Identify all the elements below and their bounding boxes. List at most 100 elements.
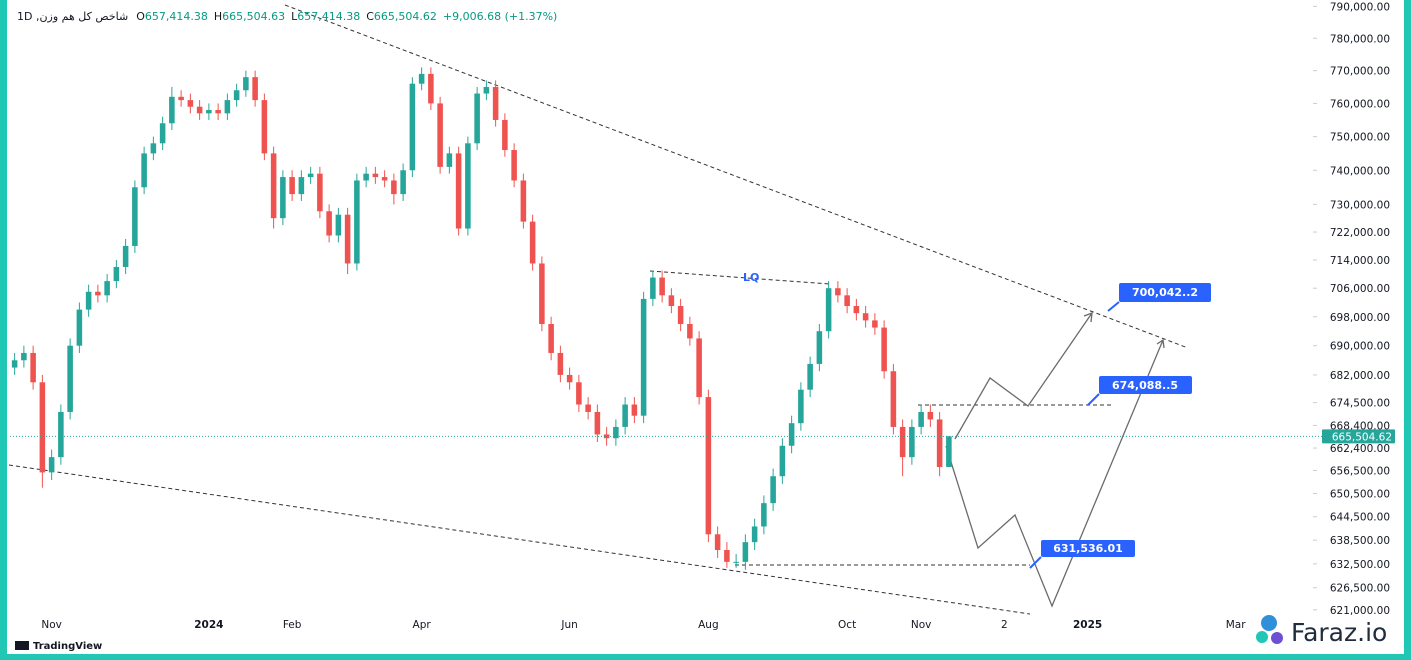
tv-watermark: TradingView <box>33 641 102 652</box>
x-tick-label: Apr <box>413 619 432 631</box>
candle-body <box>344 214 351 264</box>
candle-body <box>779 445 786 477</box>
chart-frame: LQ 700,042..2 674,088..5 631,536.01 شاخص… <box>7 0 1404 654</box>
candle-body <box>95 291 101 296</box>
arrow-head <box>1156 338 1165 349</box>
candle-body <box>317 173 323 212</box>
y-tick-label: 714,000.00 <box>1330 255 1390 267</box>
y-tick-label: 662,400.00 <box>1330 443 1390 455</box>
candle-body <box>918 411 924 427</box>
candle-body <box>307 173 314 178</box>
candle-body <box>492 86 499 120</box>
candle-body <box>354 180 360 264</box>
candle-body <box>21 352 27 361</box>
candle-body <box>233 90 240 101</box>
candle-body <box>603 434 610 439</box>
ohlc-value: 665,504.62 <box>374 10 437 23</box>
candle-body <box>909 426 915 458</box>
y-tick-label: 632,500.00 <box>1330 559 1390 571</box>
candle-body <box>502 119 508 151</box>
candle-body <box>761 503 767 527</box>
ohlc-value: 657,414.38 <box>297 10 360 23</box>
candle-body <box>539 263 545 324</box>
x-tick-label: Aug <box>698 619 719 631</box>
x-tick-label: Feb <box>283 619 302 631</box>
projection-path <box>954 312 1093 440</box>
projection <box>945 312 1165 608</box>
candle-body <box>835 288 841 296</box>
candle-body <box>67 345 73 412</box>
chart: LQ 700,042..2 674,088..5 631,536.01 شاخص… <box>8 1 1395 652</box>
candle-body <box>650 277 656 299</box>
candle-body <box>936 419 943 467</box>
candle-body <box>113 266 120 282</box>
callout-pointer <box>1087 393 1100 406</box>
candle-body <box>85 291 92 310</box>
x-tick-label: 2025 <box>1073 619 1102 631</box>
ohlc-value: 657,414.38 <box>145 10 208 23</box>
y-tick-label: 770,000.00 <box>1330 66 1390 78</box>
candle-body <box>511 150 517 181</box>
candle-body <box>788 423 795 446</box>
candle-body <box>733 561 739 563</box>
candle-body <box>418 73 425 84</box>
candle-body <box>844 295 850 307</box>
y-tick-label: 790,000.00 <box>1330 1 1390 13</box>
x-tick-label: Oct <box>838 619 856 631</box>
lq-label: LQ <box>743 271 759 284</box>
candle-body <box>853 306 860 314</box>
candle-body <box>474 93 480 144</box>
price-label-box <box>1322 429 1395 444</box>
x-tick-label: Jun <box>560 619 577 631</box>
callout-box <box>1099 376 1192 394</box>
candle-body <box>196 106 203 114</box>
candle-body <box>11 360 18 368</box>
candle-body <box>520 180 527 222</box>
candle-body <box>668 295 675 307</box>
y-tick-label: 656,500.00 <box>1330 465 1390 477</box>
arrow-head <box>1083 312 1093 323</box>
candle-body <box>409 83 416 171</box>
callout-label: 674,088..5 <box>1112 379 1178 392</box>
candle-body <box>39 382 46 473</box>
candle-body <box>872 320 878 328</box>
candle-body <box>899 426 906 458</box>
candle-body <box>187 100 194 107</box>
candle-body <box>48 457 55 473</box>
candle-body <box>705 397 712 535</box>
callouts: 700,042..2 674,088..5 631,536.01 <box>1029 283 1211 569</box>
candle-body <box>927 411 934 420</box>
candle-body <box>252 77 258 101</box>
lq-line <box>649 270 831 285</box>
candle-body <box>677 306 684 324</box>
candle-body <box>770 476 776 504</box>
y-tick-label: 644,500.00 <box>1330 512 1390 524</box>
y-tick-label: 690,000.00 <box>1330 341 1390 353</box>
candle-body <box>280 177 286 219</box>
candle-body <box>141 153 147 188</box>
candle-body <box>381 177 388 181</box>
candle-body <box>446 153 453 167</box>
candle-body <box>363 173 369 181</box>
ohlc-key: L <box>291 10 298 23</box>
candle-body <box>58 411 64 458</box>
candle-body <box>585 404 591 412</box>
candle-body <box>104 281 110 296</box>
symbol: شاخص کل هم وزن, 1D <box>17 10 128 23</box>
candle-body <box>557 352 564 375</box>
candle-body <box>215 110 221 114</box>
candle-body <box>862 313 869 321</box>
trend-lines <box>8 4 1189 615</box>
x-tick-label: Nov <box>911 619 932 631</box>
candle-body <box>465 143 471 229</box>
x-tick-label: Nov <box>41 619 62 631</box>
candle-body <box>594 411 601 435</box>
candle-body <box>437 103 443 167</box>
y-tick-label: 626,500.00 <box>1330 583 1390 595</box>
callout-pointer <box>1107 301 1120 312</box>
candle-body <box>483 86 490 94</box>
candle-body <box>807 363 813 390</box>
candle-body <box>335 214 342 236</box>
candle-body <box>714 534 721 551</box>
